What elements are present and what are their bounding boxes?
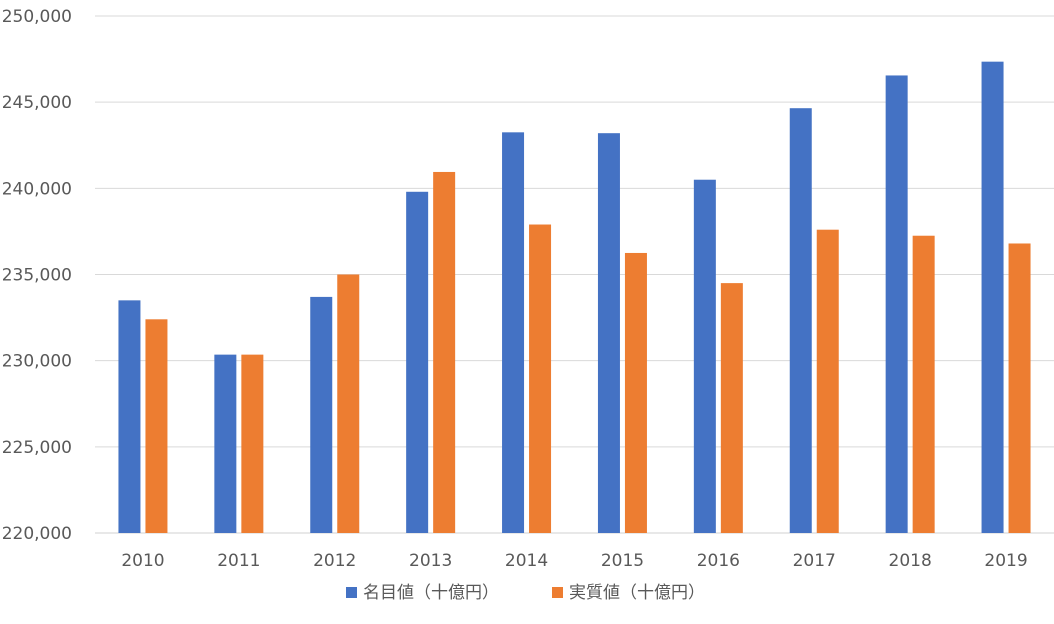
bar-real-2018 <box>912 235 935 533</box>
bar-real-2011 <box>241 354 264 533</box>
x-tick-label: 2017 <box>793 551 836 571</box>
x-tick-label: 2013 <box>409 551 452 571</box>
bar-real-2017 <box>816 229 839 533</box>
bar-real-2013 <box>433 171 456 533</box>
bar-nominal-2018 <box>885 75 908 533</box>
x-tick-label: 2018 <box>889 551 932 571</box>
bar-real-2012 <box>337 274 360 533</box>
legend-label-real: 実質値（十億円） <box>569 583 705 603</box>
y-tick-label: 225,000 <box>2 438 72 458</box>
legend-swatch-nominal <box>346 587 357 598</box>
bar-nominal-2014 <box>502 132 525 533</box>
y-tick-label: 235,000 <box>2 266 72 286</box>
bar-nominal-2010 <box>118 300 141 533</box>
x-tick-label: 2016 <box>697 551 740 571</box>
bar-nominal-2015 <box>597 133 620 534</box>
x-tick-label: 2012 <box>313 551 356 571</box>
bar-real-2016 <box>720 283 743 533</box>
x-tick-label: 2014 <box>505 551 548 571</box>
legend-label-nominal: 名目値（十億円） <box>363 583 499 603</box>
bar-nominal-2017 <box>789 108 812 533</box>
legend-swatch-real <box>552 587 563 598</box>
bar-nominal-2019 <box>981 61 1004 533</box>
gridlines <box>95 15 1054 534</box>
legend: 名目値（十億円） 実質値（十億円） <box>346 583 705 603</box>
x-tick-label: 2015 <box>601 551 644 571</box>
x-axis-tick-labels: 2010 2011 2012 2013 2014 2015 2016 2017 2018 2019 <box>121 551 1027 571</box>
bars <box>118 61 1031 534</box>
y-tick-label: 240,000 <box>2 179 72 199</box>
x-tick-label: 2019 <box>984 551 1027 571</box>
bar-nominal-2016 <box>693 179 716 533</box>
y-tick-label: 230,000 <box>2 352 72 372</box>
bar-real-2010 <box>145 319 168 533</box>
y-axis-tick-labels: 220,000 225,000 230,000 235,000 240,000 245,0… <box>2 7 72 544</box>
bar-real-2015 <box>624 252 647 534</box>
bar-real-2019 <box>1008 243 1031 534</box>
bar-nominal-2012 <box>310 296 333 533</box>
y-tick-label: 220,000 <box>2 524 72 544</box>
x-tick-label: 2010 <box>121 551 164 571</box>
x-tick-label: 2011 <box>217 551 260 571</box>
y-tick-label: 250,000 <box>2 7 72 27</box>
bar-nominal-2013 <box>406 191 429 533</box>
y-tick-label: 245,000 <box>2 93 72 113</box>
bar-nominal-2011 <box>214 354 237 533</box>
bar-real-2014 <box>529 224 552 534</box>
